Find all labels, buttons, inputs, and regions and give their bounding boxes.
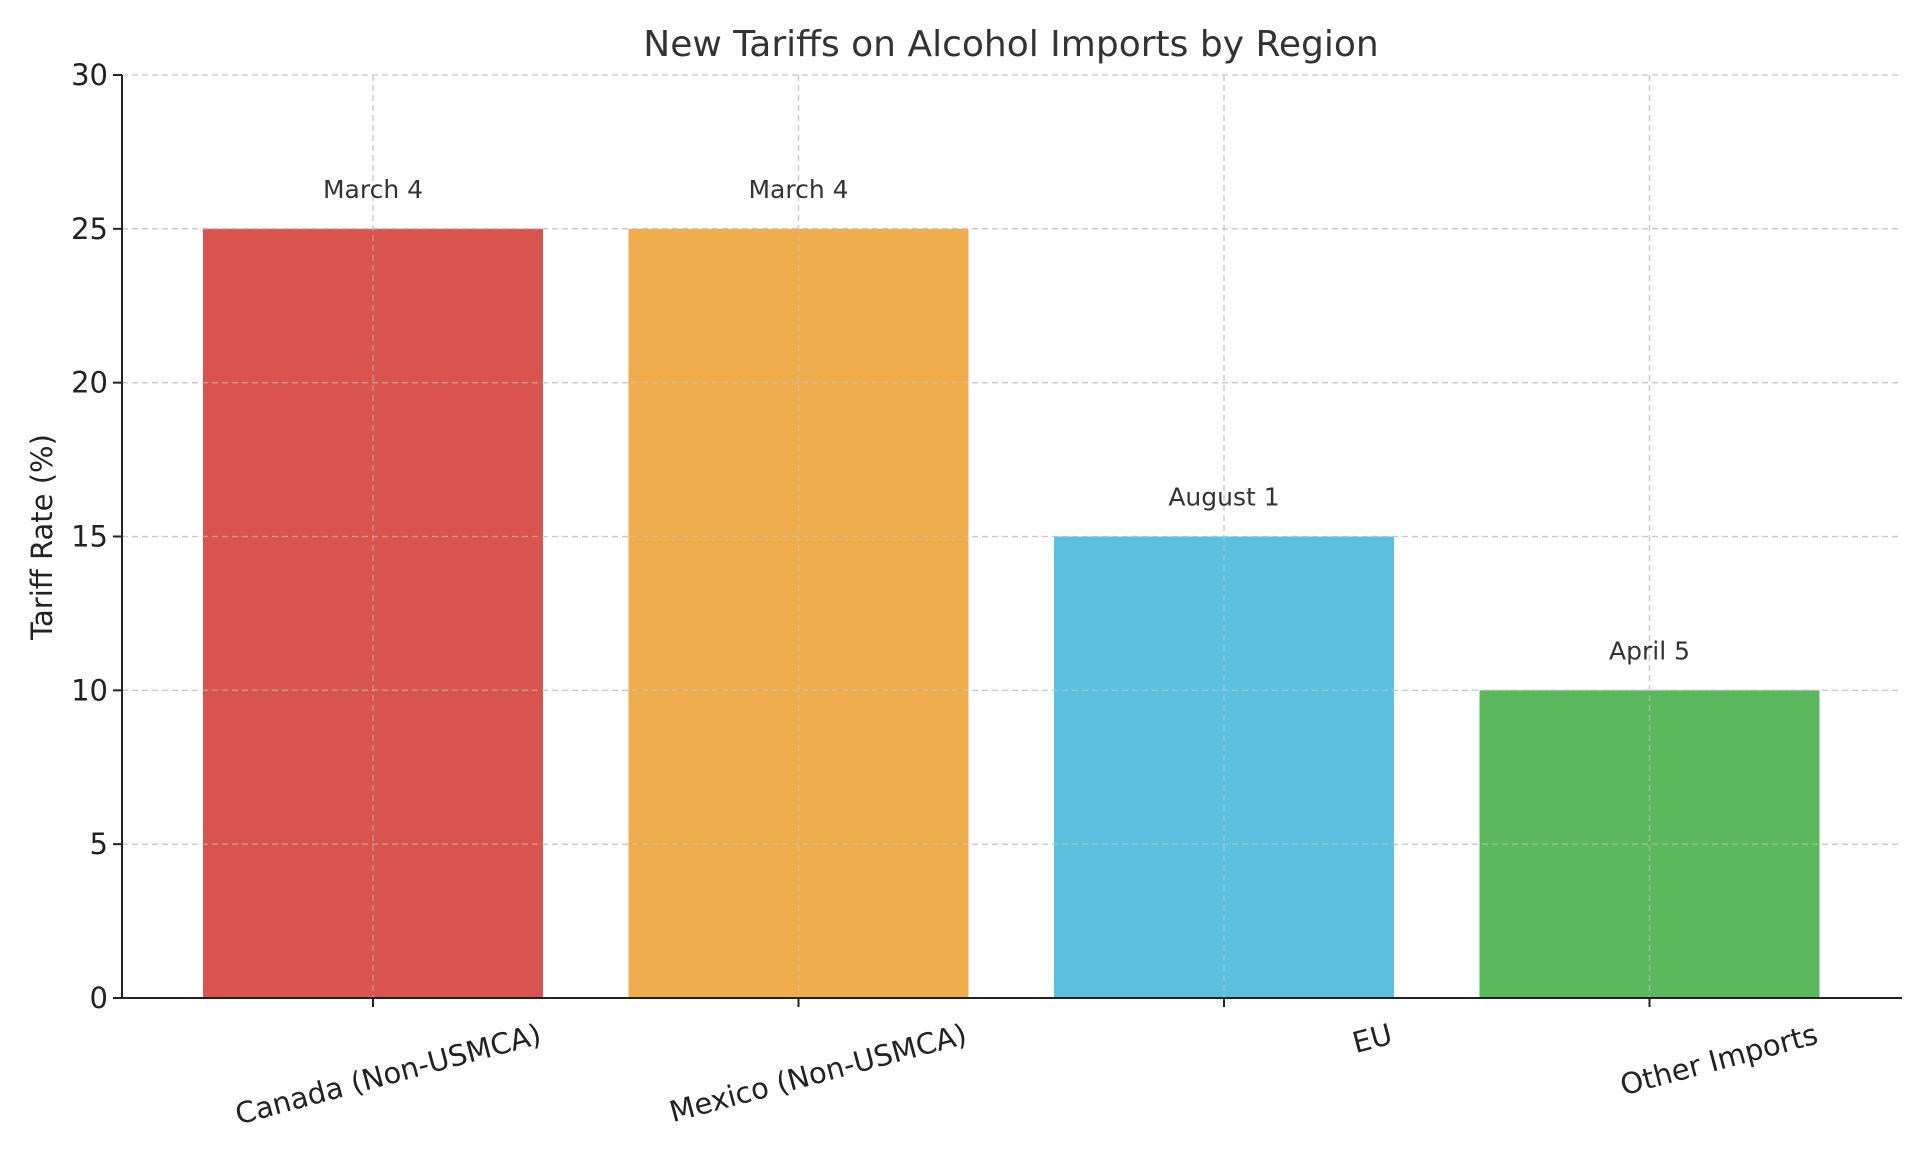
bar	[628, 228, 969, 999]
x-tick-label: Canada (Non-USMCA)	[232, 1017, 545, 1131]
bar-data-label: April 5	[1609, 636, 1690, 665]
y-tick-label: 30	[71, 58, 108, 92]
bars-layer	[122, 74, 1902, 999]
bar	[203, 228, 543, 999]
axes-layer	[113, 74, 1902, 1007]
x-tick-label: Other Imports	[1617, 1017, 1822, 1102]
bar-data-label: March 4	[323, 175, 423, 204]
x-tick-label: Mexico (Non-USMCA)	[666, 1017, 971, 1129]
chart-title: New Tariffs on Alcohol Imports by Region	[643, 24, 1378, 65]
y-tick-label: 15	[71, 520, 108, 554]
y-axis-label: Tariff Rate (%)	[25, 434, 59, 641]
y-tick-label: 20	[71, 366, 108, 400]
y-tick-label: 10	[71, 673, 108, 707]
y-tick-label: 25	[71, 212, 108, 246]
bar-data-label: August 1	[1168, 483, 1279, 512]
x-tick-label: EU	[1349, 1017, 1396, 1060]
bar-data-label: March 4	[748, 175, 848, 204]
y-tick-label: 5	[90, 827, 108, 861]
y-tick-label: 0	[90, 981, 108, 1015]
